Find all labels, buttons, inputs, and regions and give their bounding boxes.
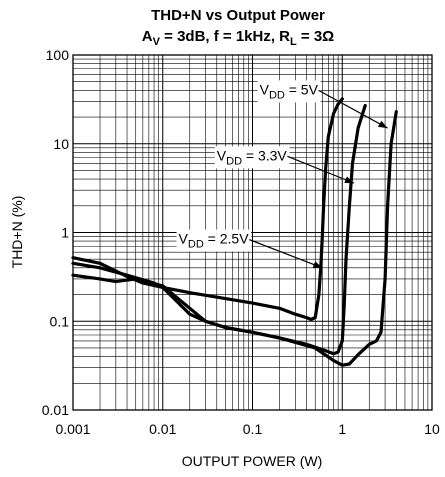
y-tick-label: 100	[46, 47, 70, 63]
chart-subtitle: AV = 3dB, f = 1kHz, RL = 3Ω	[142, 28, 334, 48]
annotation-label-prefix: V	[217, 147, 227, 163]
annotation-arrowhead	[344, 176, 354, 184]
annotation-label-prefix: V	[179, 231, 189, 247]
annotation-arrow	[248, 239, 323, 269]
chart-title: THD+N vs Output Power	[151, 7, 325, 24]
series-annotation: VDD = 5V	[257, 80, 388, 129]
x-tick-label: 1	[338, 421, 346, 437]
y-axis-label: THD+N (%)	[9, 196, 25, 269]
annotation-label-bg	[257, 80, 321, 103]
y-tick-label: 0.01	[42, 402, 69, 418]
subtitle-av-prefix: A	[142, 28, 153, 45]
annotation-label-sub: DD	[269, 89, 285, 101]
series-line-2	[71, 109, 398, 367]
annotation-label: VDD = 3.3V	[217, 147, 288, 167]
y-tick-label: 10	[53, 136, 69, 152]
annotation-label-rest: = 3.3V	[242, 147, 287, 163]
annotation-label: VDD = 5V	[260, 81, 319, 101]
annotation-label-bg	[214, 146, 290, 169]
subtitle-rl-rest: = 3Ω	[297, 28, 334, 45]
annotation-label-rest: = 5V	[285, 81, 319, 97]
annotation-label-sub: DD	[226, 155, 242, 167]
annotation-label-sub: DD	[188, 239, 204, 251]
subtitle-av-rest: = 3dB, f = 1kHz, R	[160, 28, 290, 45]
subtitle-av-sub: V	[153, 36, 161, 48]
series-lines	[71, 97, 398, 367]
plot-frame	[72, 54, 433, 411]
x-axis-label: OUTPUT POWER (W)	[182, 453, 323, 469]
annotation-label-rest: = 2.5V	[204, 231, 249, 247]
annotation-arrowhead	[312, 261, 323, 268]
annotation-arrow	[287, 155, 355, 184]
subtitle-rl-sub: L	[290, 36, 297, 48]
x-tick-label: 0.1	[243, 421, 263, 437]
y-tick-labels: 100 10 1 0.1 0.01	[42, 47, 69, 418]
x-tick-label: 0.001	[55, 421, 90, 437]
series-annotation: VDD = 2.5V	[176, 229, 323, 269]
x-tick-label: 10	[424, 421, 440, 437]
annotation-arrowhead	[378, 120, 388, 129]
series-annotation: VDD = 3.3V	[214, 146, 355, 184]
annotation-label-prefix: V	[260, 81, 270, 97]
x-tick-label: 0.01	[149, 421, 176, 437]
annotation-label: VDD = 2.5V	[179, 231, 250, 251]
annotation-label-bg	[176, 229, 252, 252]
annotation-arrow	[318, 89, 388, 129]
y-tick-label: 1	[61, 225, 69, 241]
x-tick-labels: 0.001 0.01 0.1 1 10	[55, 421, 440, 437]
plot-grid	[72, 55, 432, 411]
series-line-0	[71, 97, 344, 321]
y-tick-label: 0.1	[50, 313, 70, 329]
